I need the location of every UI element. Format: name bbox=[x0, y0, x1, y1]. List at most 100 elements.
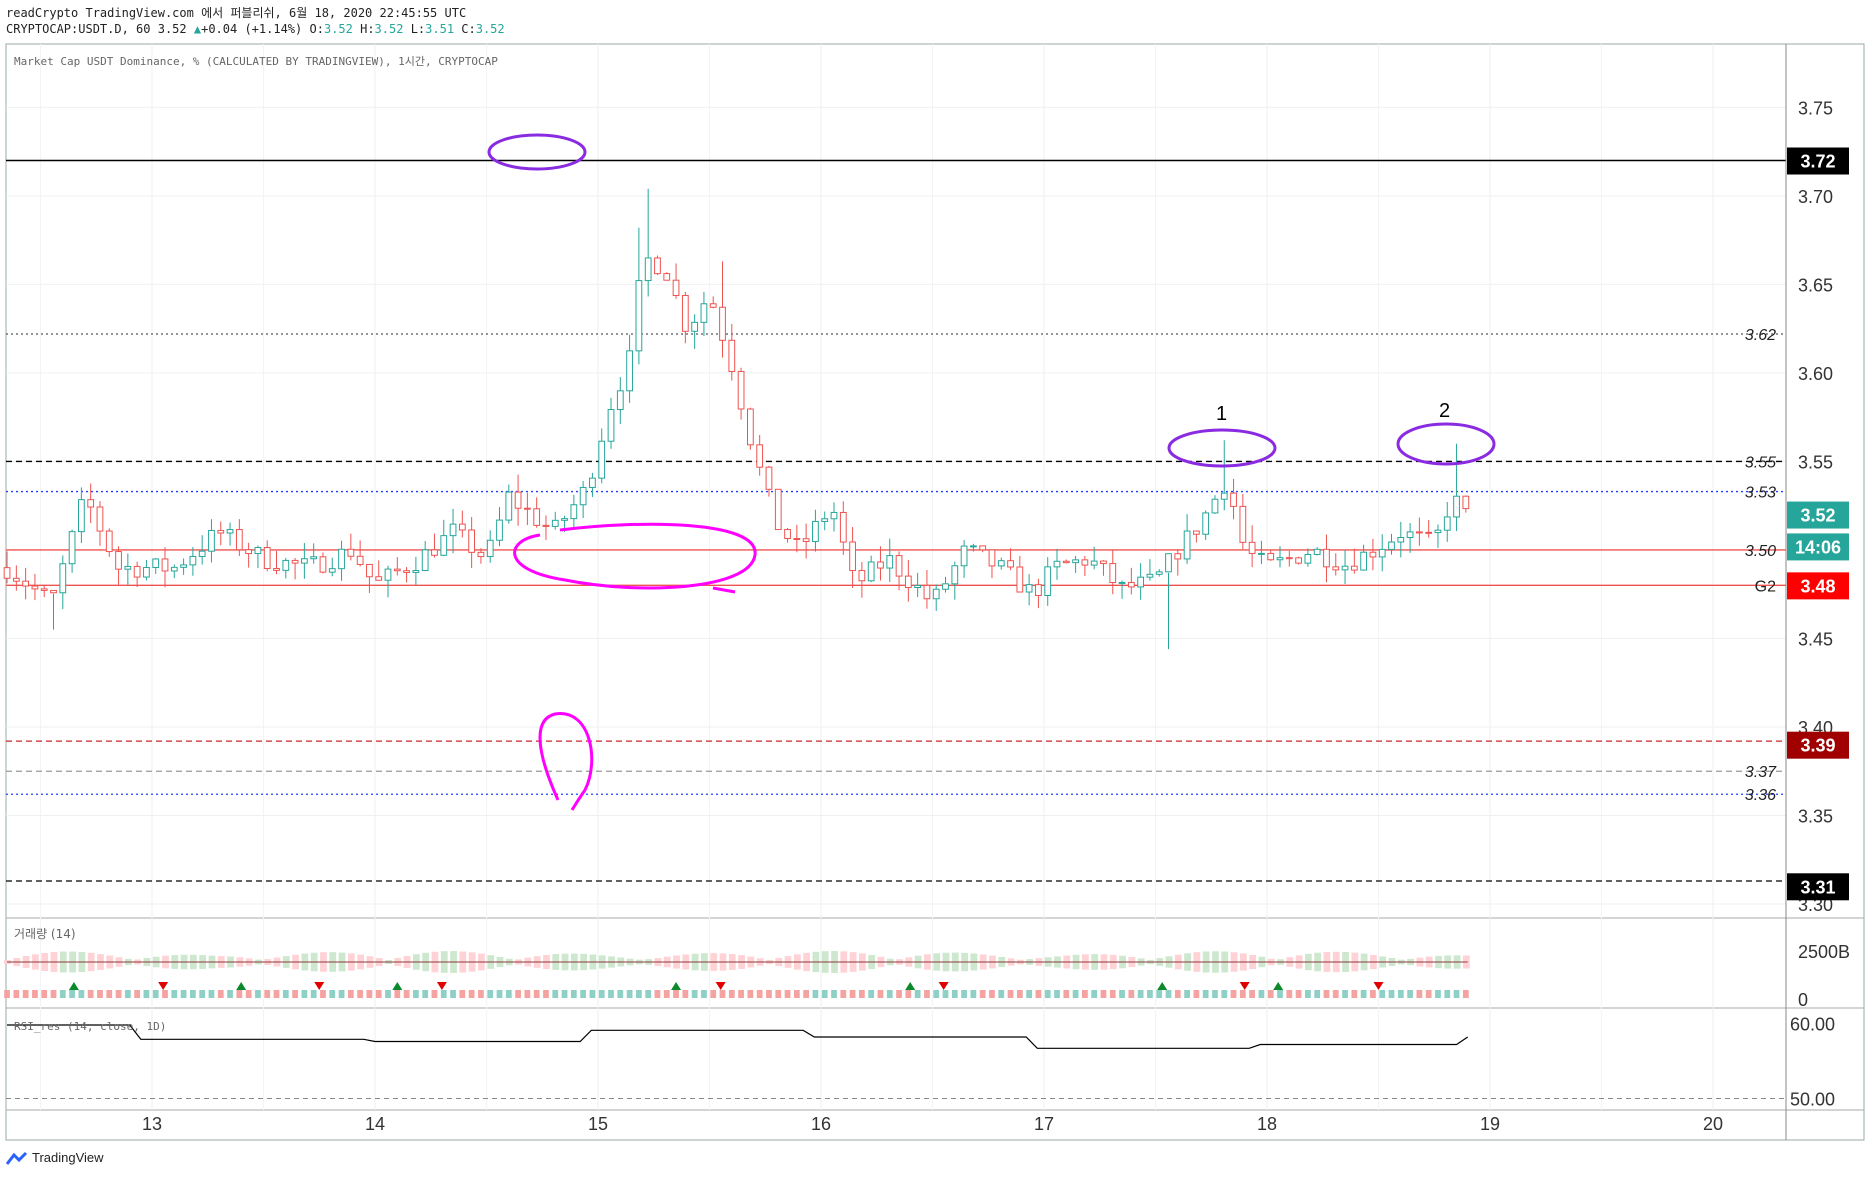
volume-bar bbox=[180, 990, 187, 998]
candle-body bbox=[170, 566, 178, 572]
volume-bar bbox=[413, 990, 419, 998]
volume-bar bbox=[431, 990, 438, 998]
volume-bar bbox=[1453, 990, 1460, 998]
open-label: O: bbox=[309, 22, 324, 36]
volume-bar bbox=[636, 990, 642, 998]
volume-bar bbox=[580, 990, 587, 998]
candle-body bbox=[1304, 554, 1312, 564]
volume-bar bbox=[357, 990, 364, 998]
level-label: 3.37 bbox=[1745, 764, 1777, 781]
volume-bar bbox=[756, 990, 763, 998]
close-value: 3.52 bbox=[475, 22, 505, 36]
volume-bar bbox=[886, 990, 893, 998]
annotation-hook bbox=[538, 712, 594, 811]
volume-up-arrow-icon bbox=[1273, 982, 1284, 990]
candle-body bbox=[1202, 512, 1210, 535]
candle-body bbox=[115, 551, 122, 570]
volume-bar bbox=[914, 990, 921, 998]
symbol-ohlc-line: CRYPTOCAP:USDT.D, 60 3.52 ▲+0.04 (+1.14%… bbox=[6, 22, 505, 36]
candle-body bbox=[366, 563, 373, 578]
volume-bar bbox=[143, 990, 150, 998]
tradingview-logo[interactable]: TradingView bbox=[6, 1150, 104, 1165]
candle-body bbox=[598, 440, 606, 479]
volume-bar bbox=[1379, 990, 1386, 998]
candle-body bbox=[1118, 581, 1126, 584]
volume-bar bbox=[273, 990, 280, 998]
volume-bar bbox=[701, 990, 707, 998]
rsi-axis-label: 50.00 bbox=[1790, 1090, 1835, 1110]
volume-bar bbox=[1221, 990, 1228, 998]
volume-bar bbox=[1305, 990, 1311, 998]
volume-bar bbox=[1054, 990, 1060, 998]
candle-body bbox=[654, 257, 661, 275]
volume-bar bbox=[190, 990, 196, 998]
last-price: 3.52 bbox=[157, 22, 187, 36]
volume-bar bbox=[1277, 990, 1283, 998]
volume-bar bbox=[310, 990, 317, 998]
volume-bar bbox=[1230, 990, 1237, 998]
volume-axis-label: 2500B bbox=[1798, 942, 1850, 962]
volume-bar bbox=[320, 990, 326, 998]
volume-bar bbox=[1119, 990, 1125, 998]
candle-body bbox=[1313, 548, 1321, 556]
volume-bar bbox=[1212, 990, 1218, 998]
volume-bar bbox=[961, 990, 967, 998]
volume-bar bbox=[1100, 990, 1107, 998]
candle-body bbox=[681, 294, 689, 332]
candle-body bbox=[533, 508, 541, 526]
candle-body bbox=[1267, 552, 1275, 561]
price-badge bbox=[1787, 533, 1849, 561]
volume-down-arrow-icon bbox=[158, 982, 169, 990]
volume-bar bbox=[171, 990, 178, 998]
volume-bar bbox=[1425, 990, 1432, 998]
volume-bar bbox=[821, 990, 828, 998]
volume-bar bbox=[1128, 990, 1135, 998]
volume-bar bbox=[998, 990, 1005, 998]
candle-body bbox=[1025, 584, 1033, 593]
volume-bar bbox=[1360, 990, 1367, 998]
candle-body bbox=[124, 565, 132, 570]
volume-bar bbox=[1072, 990, 1079, 998]
volume-bar bbox=[1193, 990, 1200, 998]
volume-bar bbox=[152, 990, 159, 998]
candle-body bbox=[1406, 531, 1414, 538]
candle-body bbox=[440, 535, 448, 556]
candle-body bbox=[756, 444, 764, 468]
price-badge-label: 3.39 bbox=[1800, 736, 1835, 756]
volume-bar bbox=[738, 990, 744, 998]
volume-bar bbox=[840, 990, 847, 998]
candle-body bbox=[709, 303, 717, 308]
volume-bar bbox=[1165, 990, 1172, 998]
candle-body bbox=[105, 530, 113, 553]
volume-bar bbox=[617, 990, 624, 998]
volume-bar bbox=[1026, 990, 1033, 998]
candle-body bbox=[942, 583, 949, 590]
volume-bar bbox=[710, 990, 717, 998]
volume-bar bbox=[812, 990, 819, 998]
candle-body bbox=[1220, 492, 1228, 500]
candle-body bbox=[551, 519, 559, 527]
candle-body bbox=[923, 584, 931, 600]
volume-bar bbox=[1258, 990, 1265, 998]
annotation-label-2: 2 bbox=[1439, 400, 1450, 422]
low-label: L: bbox=[410, 22, 426, 36]
volume-bar bbox=[515, 990, 521, 998]
volume-bar bbox=[803, 990, 810, 998]
candle-body bbox=[932, 588, 940, 600]
candle-body bbox=[644, 257, 652, 282]
candle-body bbox=[1155, 571, 1163, 575]
candle-body bbox=[784, 529, 791, 540]
candle-body bbox=[1146, 573, 1154, 578]
volume-bar bbox=[199, 990, 206, 998]
candle-body bbox=[133, 565, 141, 578]
annotation-circle-2 bbox=[1396, 422, 1496, 466]
candle-body bbox=[1007, 560, 1014, 568]
candle-body bbox=[1369, 551, 1377, 558]
main-legend: Market Cap USDT Dominance, % (CALCULATED… bbox=[14, 55, 498, 68]
volume-bar bbox=[570, 990, 577, 998]
volume-bar bbox=[459, 990, 466, 998]
candle-body bbox=[1276, 557, 1284, 561]
candle-body bbox=[988, 549, 996, 567]
volume-bar bbox=[292, 990, 298, 998]
